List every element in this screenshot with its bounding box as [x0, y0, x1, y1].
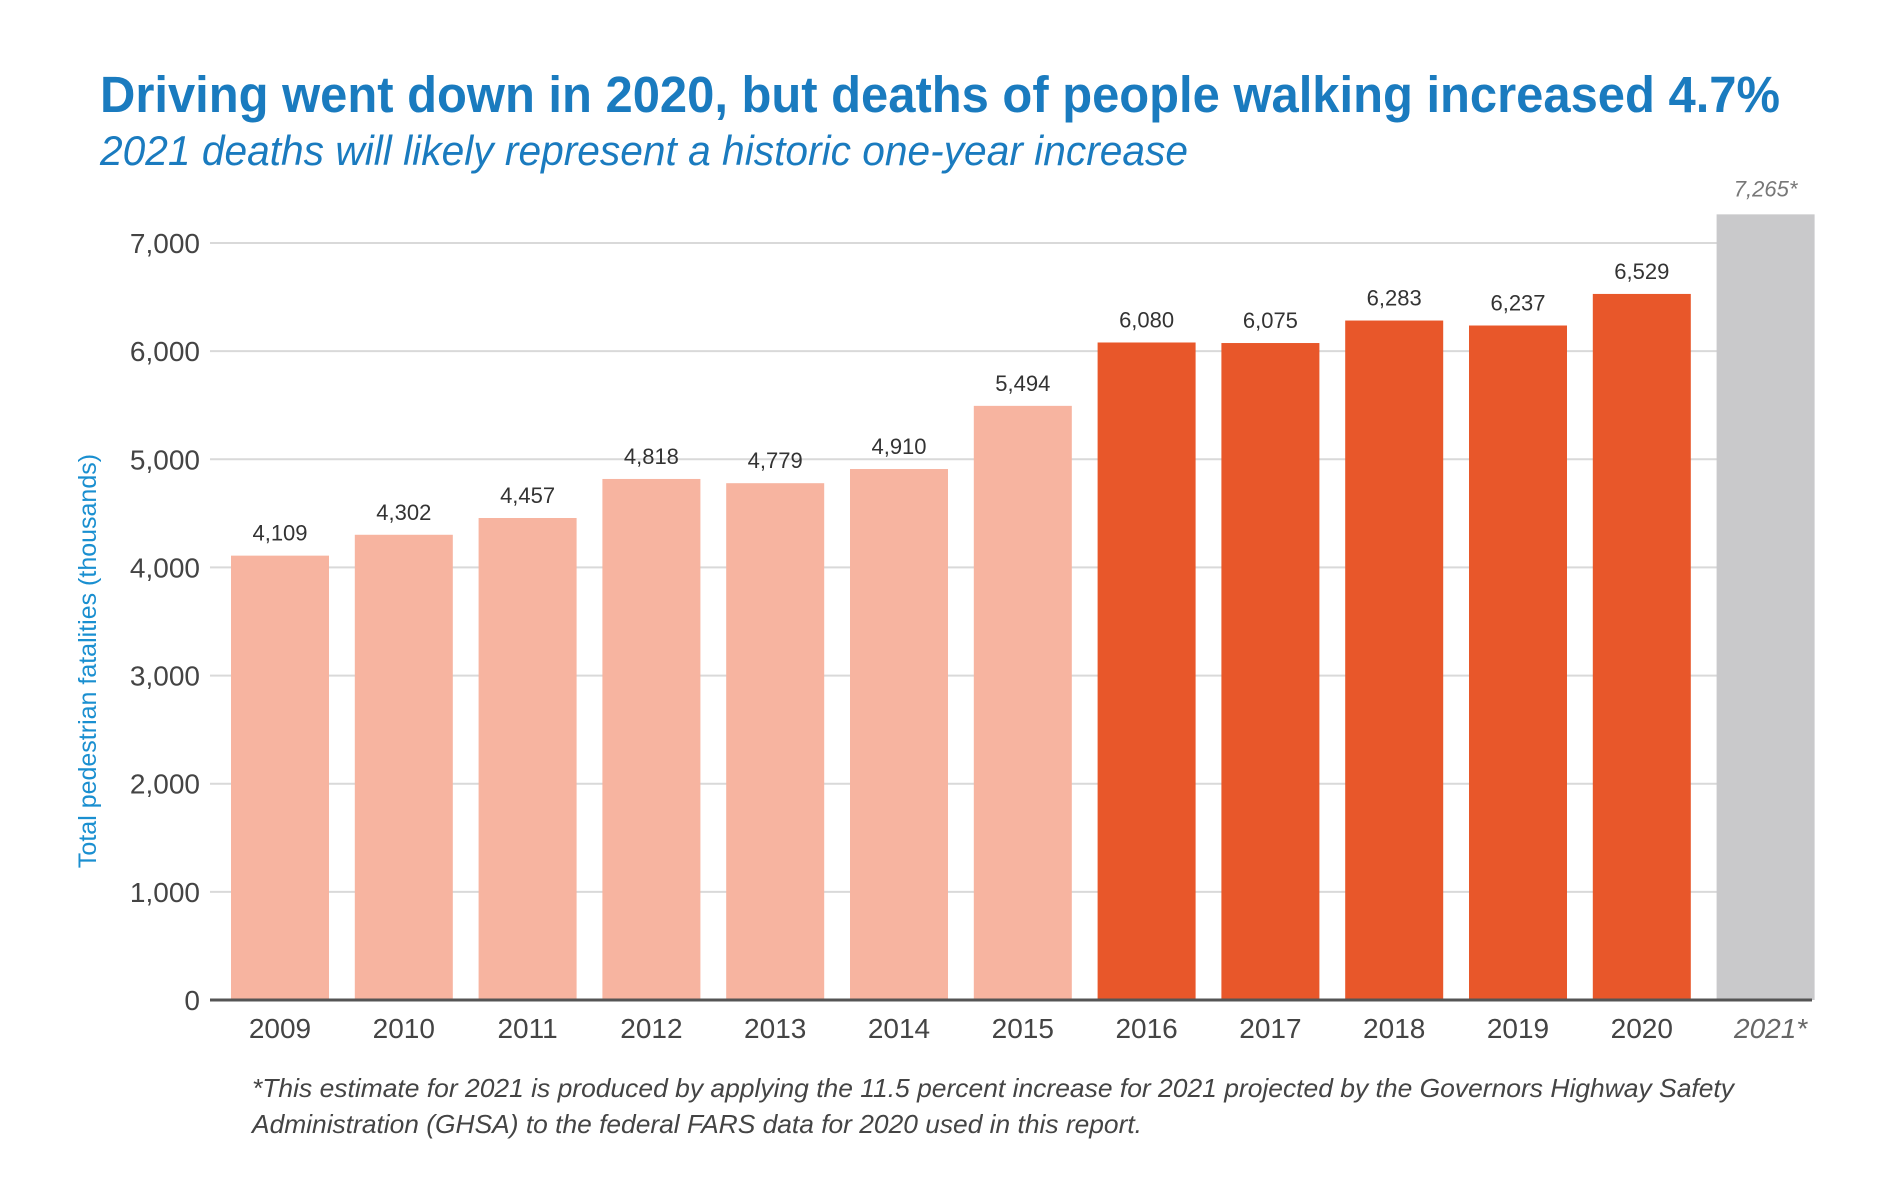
bar-2021-estimate — [1716, 214, 1815, 1000]
bar-value-label: 4,109 — [252, 521, 307, 546]
bar-2009 — [231, 555, 329, 1000]
bar-value-label: 4,302 — [376, 500, 431, 525]
x-tick-label: 2020 — [1611, 1013, 1673, 1044]
x-tick-label: 2009 — [249, 1013, 311, 1044]
bar-2018 — [1345, 320, 1444, 1000]
y-tick-label: 5,000 — [130, 444, 200, 475]
x-tick-label: 2018 — [1363, 1013, 1425, 1044]
y-tick-label: 2,000 — [130, 769, 200, 800]
x-tick-label: 2019 — [1487, 1013, 1549, 1044]
y-tick-label: 6,000 — [130, 336, 200, 367]
y-axis-label: Total pedestrian fatalities (thousands) — [74, 454, 102, 868]
x-tick-label: 2017 — [1239, 1013, 1301, 1044]
bar-2014 — [850, 469, 948, 1001]
bar-2019 — [1469, 325, 1567, 1000]
bar-value-label: 6,283 — [1367, 286, 1422, 311]
bar-2017 — [1221, 343, 1320, 1001]
bar-value-label: 7,265* — [1734, 176, 1799, 201]
x-tick-label: 2011 — [497, 1013, 557, 1044]
y-axis-ticks: 0 1,000 2,000 3,000 4,000 5,000 6,000 7,000 — [130, 228, 200, 1016]
y-tick-label: 3,000 — [130, 661, 200, 692]
x-tick-label: 2016 — [1115, 1013, 1177, 1044]
x-tick-label: 2021* — [1733, 1013, 1808, 1044]
footnote-line-2: Administration (GHSA) to the federal FAR… — [250, 1109, 1142, 1139]
y-tick-label: 4,000 — [130, 552, 200, 583]
bar-2015 — [973, 405, 1072, 1000]
x-tick-label: 2013 — [744, 1013, 806, 1044]
x-tick-label: 2014 — [868, 1013, 930, 1044]
bar-value-label: 4,910 — [871, 434, 926, 459]
bar-value-label: 4,818 — [624, 444, 679, 469]
bar-2020 — [1592, 293, 1691, 1000]
bar-2013 — [726, 483, 825, 1000]
y-tick-label: 7,000 — [130, 228, 200, 259]
x-tick-label: 2015 — [992, 1013, 1054, 1044]
x-tick-label: 2010 — [373, 1013, 435, 1044]
bar-value-label: 6,075 — [1243, 308, 1298, 333]
y-tick-label: 1,000 — [130, 877, 200, 908]
bar-value-label: 6,237 — [1490, 291, 1545, 316]
bar-value-label: 6,080 — [1119, 307, 1174, 332]
bar-2012 — [602, 478, 701, 1000]
bar-value-label: 4,457 — [500, 483, 555, 508]
bar-value-label: 5,494 — [995, 371, 1050, 396]
chart-title: Driving went down in 2020, but deaths of… — [100, 66, 1780, 123]
y-tick-label: 0 — [184, 985, 200, 1016]
chart-subtitle: 2021 deaths will likely represent a hist… — [99, 127, 1188, 174]
bar-2010 — [354, 534, 453, 1000]
x-tick-label: 2012 — [620, 1013, 682, 1044]
x-axis-ticks: 2009 2010 2011 2012 2013 2014 2015 2016 2017 2018… — [249, 1013, 1808, 1044]
bar-value-labels: 4,109 4,302 4,457 4,818 4,779 4,910 5,494 6,080… — [252, 176, 1798, 545]
footnote-line-1: *This estimate for 2021 is produced by a… — [252, 1073, 1736, 1103]
bar-2016 — [1097, 342, 1196, 1000]
bars — [231, 214, 1815, 1001]
bar-value-label: 6,529 — [1614, 259, 1669, 284]
bar-2011 — [478, 518, 577, 1000]
bar-value-label: 4,779 — [748, 448, 803, 473]
